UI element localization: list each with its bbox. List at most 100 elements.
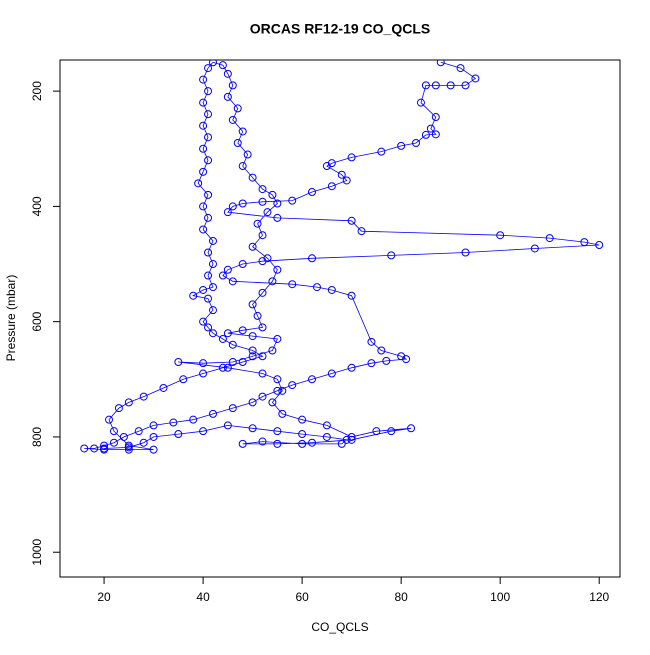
data-point <box>402 355 411 364</box>
data-point <box>273 265 282 274</box>
data-point <box>228 202 237 211</box>
data-point <box>218 334 227 343</box>
data-point <box>530 244 539 253</box>
data-point <box>80 444 89 453</box>
data-point <box>273 375 282 384</box>
data-point <box>258 352 267 361</box>
data-point <box>199 167 208 176</box>
data-point <box>223 92 232 101</box>
chart-title: ORCAS RF12-19 CO_QCLS <box>250 21 430 37</box>
data-point <box>382 356 391 365</box>
data-point <box>308 254 317 263</box>
x-axis-label: CO_QCLS <box>311 620 368 634</box>
data-point <box>228 404 237 413</box>
data-point <box>233 138 242 147</box>
data-point <box>204 271 213 280</box>
data-point <box>268 346 277 355</box>
data-point <box>263 208 272 217</box>
data-point <box>342 176 351 185</box>
data-point <box>204 156 213 165</box>
data-point <box>218 271 227 280</box>
data-point <box>407 424 416 433</box>
data-point <box>367 359 376 368</box>
data-point <box>327 285 336 294</box>
data-point <box>298 415 307 424</box>
data-point <box>228 340 237 349</box>
data-point <box>337 170 346 179</box>
data-point <box>248 332 257 341</box>
data-point <box>545 234 554 243</box>
data-point <box>105 415 114 424</box>
data-point <box>327 182 336 191</box>
data-point <box>258 185 267 194</box>
data-point <box>387 251 396 260</box>
data-point <box>199 369 208 378</box>
data-point <box>347 435 356 444</box>
x-tick-label: 80 <box>394 590 408 604</box>
data-point <box>431 130 440 139</box>
data-point <box>347 153 356 162</box>
data-point <box>243 150 252 159</box>
data-point <box>114 404 123 413</box>
data-point <box>238 127 247 136</box>
data-point <box>228 115 237 124</box>
data-point <box>218 363 227 372</box>
data-point <box>119 432 128 441</box>
data-point <box>322 432 331 441</box>
data-point <box>288 196 297 205</box>
data-point <box>308 438 317 447</box>
x-tick-label: 120 <box>589 590 609 604</box>
data-point <box>357 227 366 236</box>
data-point <box>208 236 217 245</box>
data-point <box>199 317 208 326</box>
data-point <box>322 162 331 171</box>
data-point <box>421 130 430 139</box>
data-point <box>248 242 257 251</box>
data-point <box>308 187 317 196</box>
data-point <box>159 383 168 392</box>
data-point <box>431 81 440 90</box>
data-point <box>204 190 213 199</box>
data-point <box>208 283 217 292</box>
data-point <box>238 260 247 269</box>
data-point <box>426 124 435 133</box>
data-point <box>174 358 183 367</box>
data-point <box>238 439 247 448</box>
data-point <box>416 98 425 107</box>
data-point <box>273 213 282 222</box>
data-point <box>253 311 262 320</box>
data-point <box>258 392 267 401</box>
data-point <box>248 398 257 407</box>
data-point <box>204 133 213 142</box>
data-point <box>204 248 213 257</box>
data-point <box>268 190 277 199</box>
data-point <box>149 445 158 454</box>
data-point <box>124 443 133 452</box>
data-point <box>194 179 203 188</box>
data-point <box>327 369 336 378</box>
data-point <box>179 375 188 384</box>
data-point <box>347 216 356 225</box>
data-point <box>204 323 213 332</box>
data-point <box>208 60 217 67</box>
y-tick-label: 1000 <box>30 539 44 566</box>
data-point <box>124 445 133 454</box>
data-point <box>149 432 158 441</box>
data-point <box>496 231 505 240</box>
data-point <box>189 415 198 424</box>
data-point <box>248 352 257 361</box>
data-point <box>199 225 208 234</box>
data-point <box>253 219 262 228</box>
data-point <box>204 87 213 96</box>
data-point <box>461 81 470 90</box>
data-point <box>199 98 208 107</box>
data-point <box>208 260 217 269</box>
data-point <box>258 288 267 297</box>
data-point <box>199 427 208 436</box>
data-point <box>377 147 386 156</box>
data-point <box>218 61 227 70</box>
data-point <box>199 202 208 211</box>
